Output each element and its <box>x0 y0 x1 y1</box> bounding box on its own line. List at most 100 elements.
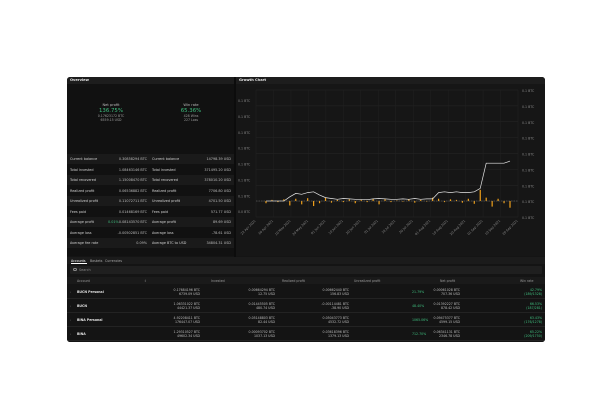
y-left-tick-label: 0.1 BTC <box>238 178 251 182</box>
col-unrealized[interactable]: Unrealized profit <box>354 278 381 283</box>
profit-bar <box>342 201 344 203</box>
stat-value-btc: 0.09% <box>136 241 147 245</box>
net-profit-cell-usd: 878.42 USD <box>441 306 460 311</box>
net-profit-cell: 0.01392227 BTC 878.42 USD <box>434 302 460 310</box>
profit-bar <box>384 199 386 201</box>
win-rate-cell: 63.43% (176/1278) <box>524 316 542 324</box>
win-rate-cell: 66.53% (187/281) <box>526 302 542 310</box>
loss-count: 227 Loss <box>183 118 199 123</box>
stat-value-usd: 14798.39 USD <box>206 157 231 161</box>
table-header: Account ↕ Invested Realized profit Unrea… <box>67 277 545 284</box>
unrealized-cell: -0.00114481 BTC -38.90 USD <box>321 302 349 310</box>
profit-bar <box>443 201 446 203</box>
x-tick-label: 01 Jun 2021 <box>310 219 326 235</box>
col-invested[interactable]: Invested <box>211 278 225 283</box>
realized-cell-btc: 0.00093702 BTC <box>248 330 275 334</box>
y-right-tick-label: 0.1 BTC <box>522 200 535 204</box>
unrealized-cell-btc: 0.03618396 BTC <box>322 330 349 334</box>
table-row[interactable]: › BUCN 1.06331022 BTC 44421.37 USD 0.0144550… <box>67 299 545 313</box>
y-right-tick-label: 0.1 BTC <box>522 184 535 188</box>
realized-cell-usd: 480.74 USD <box>256 306 275 311</box>
table-row[interactable]: › BUCN Personal 0.17684196 BTC 6739.09 USD 0… <box>67 285 545 299</box>
realized-cell: 0.00664294 BTC 12.75 USD <box>249 288 275 296</box>
tab-baskets[interactable]: Baskets <box>90 258 103 263</box>
profit-bar <box>473 201 475 204</box>
expand-icon[interactable]: › <box>70 332 72 336</box>
profit-bar <box>271 199 273 201</box>
y-left-tick-label: 0.1 BTC <box>238 147 251 151</box>
expand-icon[interactable]: › <box>70 318 72 322</box>
search-input[interactable] <box>79 266 279 274</box>
stat-value-btc: -0.00502851 BTC <box>117 230 147 235</box>
profit-bar <box>360 199 362 201</box>
stat-row: Unrealized profit 0.11072711 BTC Unrealize… <box>67 196 234 206</box>
stat-label-usd: Average loss <box>152 230 174 235</box>
overview-panel: Net profit 136.75% 0.17623172 BTC 6559.1… <box>67 84 234 256</box>
realized-cell-usd: 82.44 USD <box>258 320 275 325</box>
unrealized-cell-usd: -38.90 USD <box>330 306 349 311</box>
net-profit-cell-usd: 707.36 USD <box>441 292 460 297</box>
tab-accounts[interactable]: Accounts <box>71 258 86 263</box>
y-left-tick-label: 0.1 BTC <box>238 194 251 198</box>
y-left-tick-label: 0.1 BTC <box>238 115 251 119</box>
stat-label-btc: Average fee rate <box>70 241 99 245</box>
x-tick-label: 20 Jun 2021 <box>345 219 361 235</box>
net-profit-usd: 6559.15 USD <box>100 118 122 123</box>
y-right-tick-label: 0.1 BTC <box>522 216 535 220</box>
accounts-panel: Accounts Baskets Currencies Account ↕ In… <box>67 257 545 342</box>
search-icon <box>73 267 77 272</box>
profit-bar <box>479 189 481 201</box>
stat-row: Total invested 1.08463146 BTC Total invest… <box>67 165 234 175</box>
net-profit-label: Net profit <box>102 103 120 107</box>
realized-cell-btc: 0.05148803 BTC <box>248 316 275 320</box>
stat-label-btc: Fees paid <box>70 209 87 214</box>
profit-bar <box>318 201 321 204</box>
stat-label-btc: Unrealized profit <box>70 199 99 203</box>
net-profit-percent: 21.79% <box>412 290 425 294</box>
x-tick-label: 01 Sep 2021 <box>467 219 484 236</box>
stat-value-btc: 1.15008470 BTC <box>118 178 147 182</box>
col-win-rate[interactable]: Win rate <box>520 278 534 283</box>
stat-label-btc: Realized profit <box>70 188 95 193</box>
table-row[interactable]: › BINA Personal 4.92208411 BTC 176447.07 US… <box>67 313 545 327</box>
growth-chart-title: Growth Chart <box>239 78 267 82</box>
stat-label-btc: Current balance <box>70 157 98 161</box>
stat-label-usd: Total invested <box>152 167 176 172</box>
stat-row: Average fee rate 0.09% Average BTC to USD 3… <box>67 238 234 248</box>
unrealized-cell: 0.03618396 BTC 1379.13 USD <box>323 330 349 338</box>
unrealized-cell-btc: -0.00114481 BTC <box>321 302 349 306</box>
net-profit-cell-btc: 0.01392227 BTC <box>433 302 460 306</box>
col-account[interactable]: Account <box>77 278 90 283</box>
stat-label-btc: Total recovered <box>70 178 96 182</box>
account-name: BINA Personal <box>77 318 103 322</box>
profit-bar <box>265 201 267 204</box>
tab-currencies[interactable]: Currencies <box>105 258 122 263</box>
table-row[interactable]: › BINA 1.29310527 BTC 49602.34 USD 0.0009370… <box>67 327 545 341</box>
invested-cell: 1.29310527 BTC 49602.34 USD <box>174 330 200 338</box>
profit-bar <box>437 198 440 201</box>
expand-icon[interactable]: › <box>70 304 72 308</box>
stat-value-usd: 89.69 USD <box>212 220 231 224</box>
stat-label-usd: Unrealized profit <box>152 199 181 203</box>
win-rate-percent: 63.43% <box>529 316 542 320</box>
profit-bar <box>414 201 416 203</box>
stat-label-btc: Average loss <box>70 230 92 235</box>
profit-bar <box>301 201 303 205</box>
growth-line <box>266 160 511 202</box>
net-profit-percent: 1065.06% <box>412 318 429 322</box>
col-sort-icon[interactable]: ↕ <box>144 278 147 283</box>
invested-cell-btc: 4.92208411 BTC <box>173 316 200 320</box>
col-realized[interactable]: Realized profit <box>282 278 305 283</box>
y-left-tick-label: 0.1 BTC <box>238 163 251 167</box>
x-tick-label: 20 Sep 2021 <box>502 219 519 236</box>
account-name: BUCN Personal <box>77 290 104 294</box>
invested-cell: 0.17684196 BTC 6739.09 USD <box>174 288 200 296</box>
col-net-profit[interactable]: Net profit <box>440 278 456 283</box>
y-right-tick-label: 0.1 BTC <box>522 105 535 109</box>
stat-row: Average profit 0.08143570 BTC 0.01% Average… <box>67 217 234 227</box>
expand-icon[interactable]: › <box>70 290 72 294</box>
x-tick-label: 22 Apr 2021 <box>240 219 257 236</box>
profit-bar <box>509 201 511 208</box>
profit-bar <box>277 201 279 203</box>
x-tick-label: 01 Aug 2021 <box>414 219 431 236</box>
